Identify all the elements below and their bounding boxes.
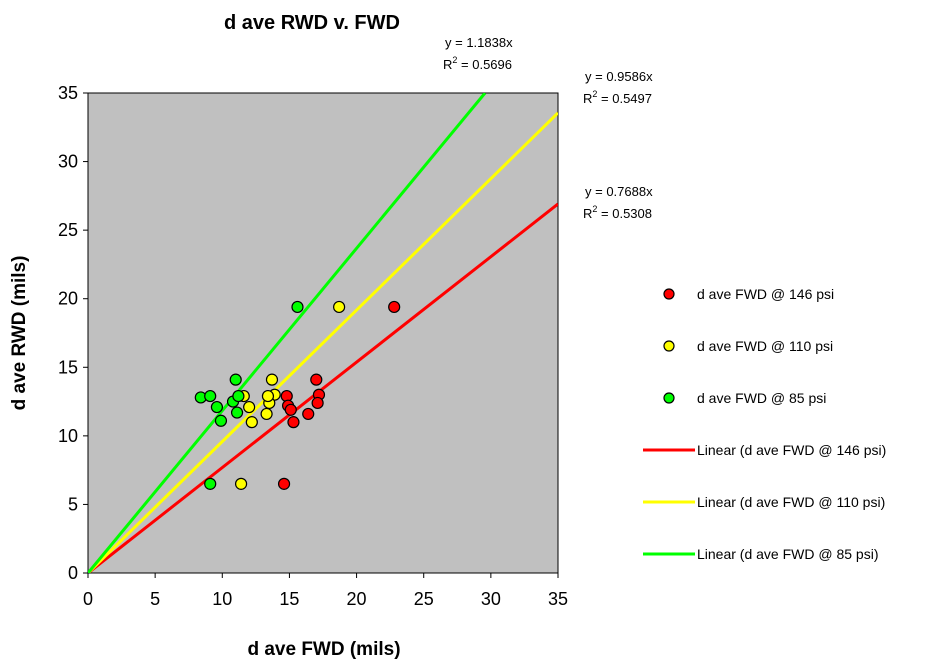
- legend-label-0: d ave FWD @ 146 psi: [697, 286, 834, 302]
- x-tick-label: 15: [279, 589, 299, 609]
- r2-label: R: [583, 91, 592, 106]
- data-point-s0-9: [279, 478, 290, 489]
- legend-trend-label-2: Linear (d ave FWD @ 85 psi): [697, 546, 879, 562]
- legend-marker-1: [664, 341, 674, 351]
- data-point-s2-1: [230, 374, 241, 385]
- data-point-s0-5: [288, 417, 299, 428]
- data-point-s0-3: [312, 397, 323, 408]
- data-point-s1-9: [262, 391, 273, 402]
- x-tick-label: 10: [212, 589, 232, 609]
- plot-area: [88, 93, 558, 573]
- x-tick-label: 0: [83, 589, 93, 609]
- legend: d ave FWD @ 146 psi d ave FWD @ 110 psi d …: [643, 286, 886, 562]
- data-point-s2-8: [233, 391, 244, 402]
- y-tick-label: 15: [58, 357, 78, 377]
- y-tick-label: 0: [68, 563, 78, 583]
- r2-value: = 0.5497: [597, 91, 652, 106]
- y-tick-label: 30: [58, 152, 78, 172]
- r2-value: = 0.5308: [597, 206, 652, 221]
- trendline-equation-1: y = 0.9586x: [585, 69, 653, 84]
- trendline-r2-0: R2 = 0.5308: [583, 204, 652, 221]
- x-tick-label: 5: [150, 589, 160, 609]
- chart-title: d ave RWD v. FWD: [224, 12, 400, 34]
- r2-value: = 0.5696: [457, 57, 512, 72]
- data-point-s2-3: [205, 391, 216, 402]
- y-tick-label: 20: [58, 289, 78, 309]
- legend-trend-label-0: Linear (d ave FWD @ 146 psi): [697, 442, 886, 458]
- data-point-s0-4: [303, 408, 314, 419]
- legend-label-2: d ave FWD @ 85 psi: [697, 390, 826, 406]
- data-point-s2-0: [292, 301, 303, 312]
- x-tick-label: 25: [414, 589, 434, 609]
- x-tick-label: 30: [481, 589, 501, 609]
- legend-label-1: d ave FWD @ 110 psi: [697, 338, 833, 354]
- data-point-s1-5: [246, 417, 257, 428]
- y-axis-title: d ave RWD (mils): [9, 256, 30, 411]
- legend-marker-2: [664, 393, 674, 403]
- data-point-s2-6: [232, 407, 243, 418]
- r2-label: R: [583, 206, 592, 221]
- trendline-equation-2: y = 1.1838x: [445, 35, 513, 50]
- data-point-s1-4: [261, 408, 272, 419]
- trendline-r2-2: R2 = 0.5696: [443, 55, 512, 72]
- data-point-s0-8: [285, 404, 296, 415]
- data-point-s0-0: [389, 301, 400, 312]
- y-tick-label: 5: [68, 494, 78, 514]
- x-tick-label: 20: [347, 589, 367, 609]
- legend-marker-0: [664, 289, 674, 299]
- x-axis-title: d ave FWD (mils): [247, 639, 400, 660]
- data-point-s1-1: [266, 374, 277, 385]
- data-point-s2-4: [211, 402, 222, 413]
- data-point-s0-1: [311, 374, 322, 385]
- trendline-equation-0: y = 0.7688x: [585, 184, 653, 199]
- y-tick-label: 25: [58, 220, 78, 240]
- x-tick-label: 35: [548, 589, 568, 609]
- y-tick-label: 35: [58, 83, 78, 103]
- y-tick-label: 10: [58, 426, 78, 446]
- data-point-s2-9: [205, 478, 216, 489]
- trendline-r2-1: R2 = 0.5497: [583, 89, 652, 106]
- data-point-s1-0: [334, 301, 345, 312]
- data-point-s2-5: [215, 415, 226, 426]
- data-point-s1-7: [244, 402, 255, 413]
- r2-label: R: [443, 57, 452, 72]
- legend-trend-label-1: Linear (d ave FWD @ 110 psi): [697, 494, 885, 510]
- data-point-s1-8: [236, 478, 247, 489]
